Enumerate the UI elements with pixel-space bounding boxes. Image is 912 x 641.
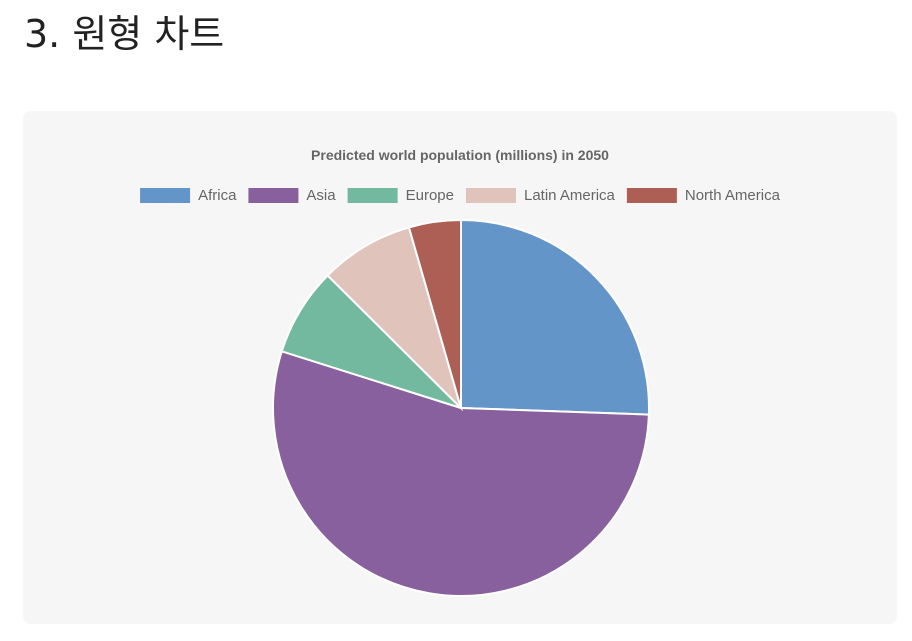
pie-slice-africa[interactable] [460, 218, 650, 416]
legend-item-asia[interactable]: Asia [248, 187, 336, 204]
legend-swatch-africa [140, 188, 191, 203]
legend-label-europe: Europe [406, 187, 454, 204]
legend-swatch-europe [347, 188, 398, 203]
pie-slice-north-america[interactable] [407, 218, 462, 409]
legend-label-latin-america: Latin America [524, 187, 616, 204]
pie-slice-asia[interactable] [272, 350, 650, 597]
legend-label-north-america: North America [685, 187, 781, 204]
chart-card: Predicted world population (millions) in… [23, 111, 897, 624]
legend-label-africa: Africa [198, 187, 237, 204]
legend-item-north-america[interactable]: North America [626, 187, 781, 204]
legend-swatch-asia [248, 188, 299, 203]
legend-swatch-north-america [626, 188, 677, 203]
legend-item-africa[interactable]: Africa [140, 187, 237, 204]
legend-item-europe[interactable]: Europe [347, 187, 454, 204]
chart-title: Predicted world population (millions) in… [311, 147, 609, 163]
legend-item-latin-america[interactable]: Latin America [465, 187, 616, 204]
pie-slice-latin-america[interactable] [326, 226, 464, 412]
pie-chart: Predicted world population (millions) in… [140, 147, 781, 597]
pie-slices [272, 218, 650, 597]
legend-swatch-latin-america [465, 188, 516, 203]
chart-legend: Africa Asia Europe Latin America North Ameri… [140, 187, 781, 204]
page-title: 3. 원형 차트 [24, 12, 225, 56]
legend-label-asia: Asia [306, 187, 336, 204]
